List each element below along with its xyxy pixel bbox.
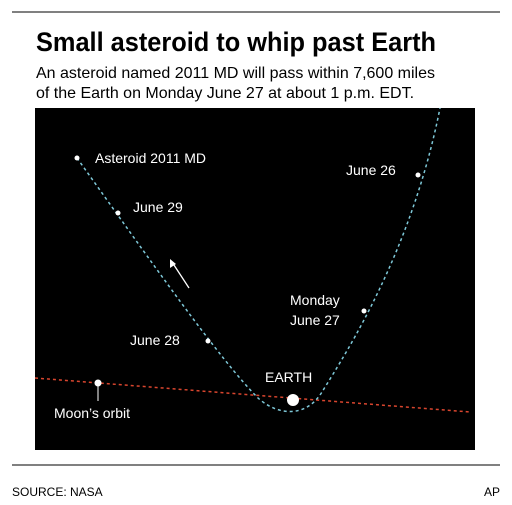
asteroid-label: Asteroid 2011 MD — [95, 150, 206, 166]
moon — [94, 379, 102, 387]
subtitle-line: An asteroid named 2011 MD will pass with… — [36, 65, 435, 82]
earth — [287, 394, 299, 406]
title: Small asteroid to whip past Earth — [36, 27, 436, 57]
direction-arrow — [171, 261, 190, 289]
position-dot — [115, 210, 121, 216]
source: SOURCE: NASA — [12, 485, 103, 499]
position-dot — [415, 172, 421, 178]
position-dot — [361, 308, 367, 314]
date-label: June 29 — [133, 199, 183, 215]
date-label: June 28 — [130, 332, 180, 348]
date-label: June 27 — [290, 312, 340, 328]
subtitle-line: of the Earth on Monday June 27 at about … — [36, 85, 414, 102]
moon-orbit-label: Moon’s orbit — [54, 405, 130, 421]
date-label: June 26 — [346, 162, 396, 178]
position-dot — [74, 155, 80, 161]
asteroid-path — [76, 107, 441, 413]
moon-orbit — [34, 377, 471, 413]
space-panel — [35, 108, 475, 450]
credit: AP — [484, 485, 500, 499]
date-label: Monday — [290, 292, 340, 308]
earth-label: EARTH — [265, 369, 312, 385]
position-dot — [205, 338, 211, 344]
arrow-head — [170, 259, 176, 268]
